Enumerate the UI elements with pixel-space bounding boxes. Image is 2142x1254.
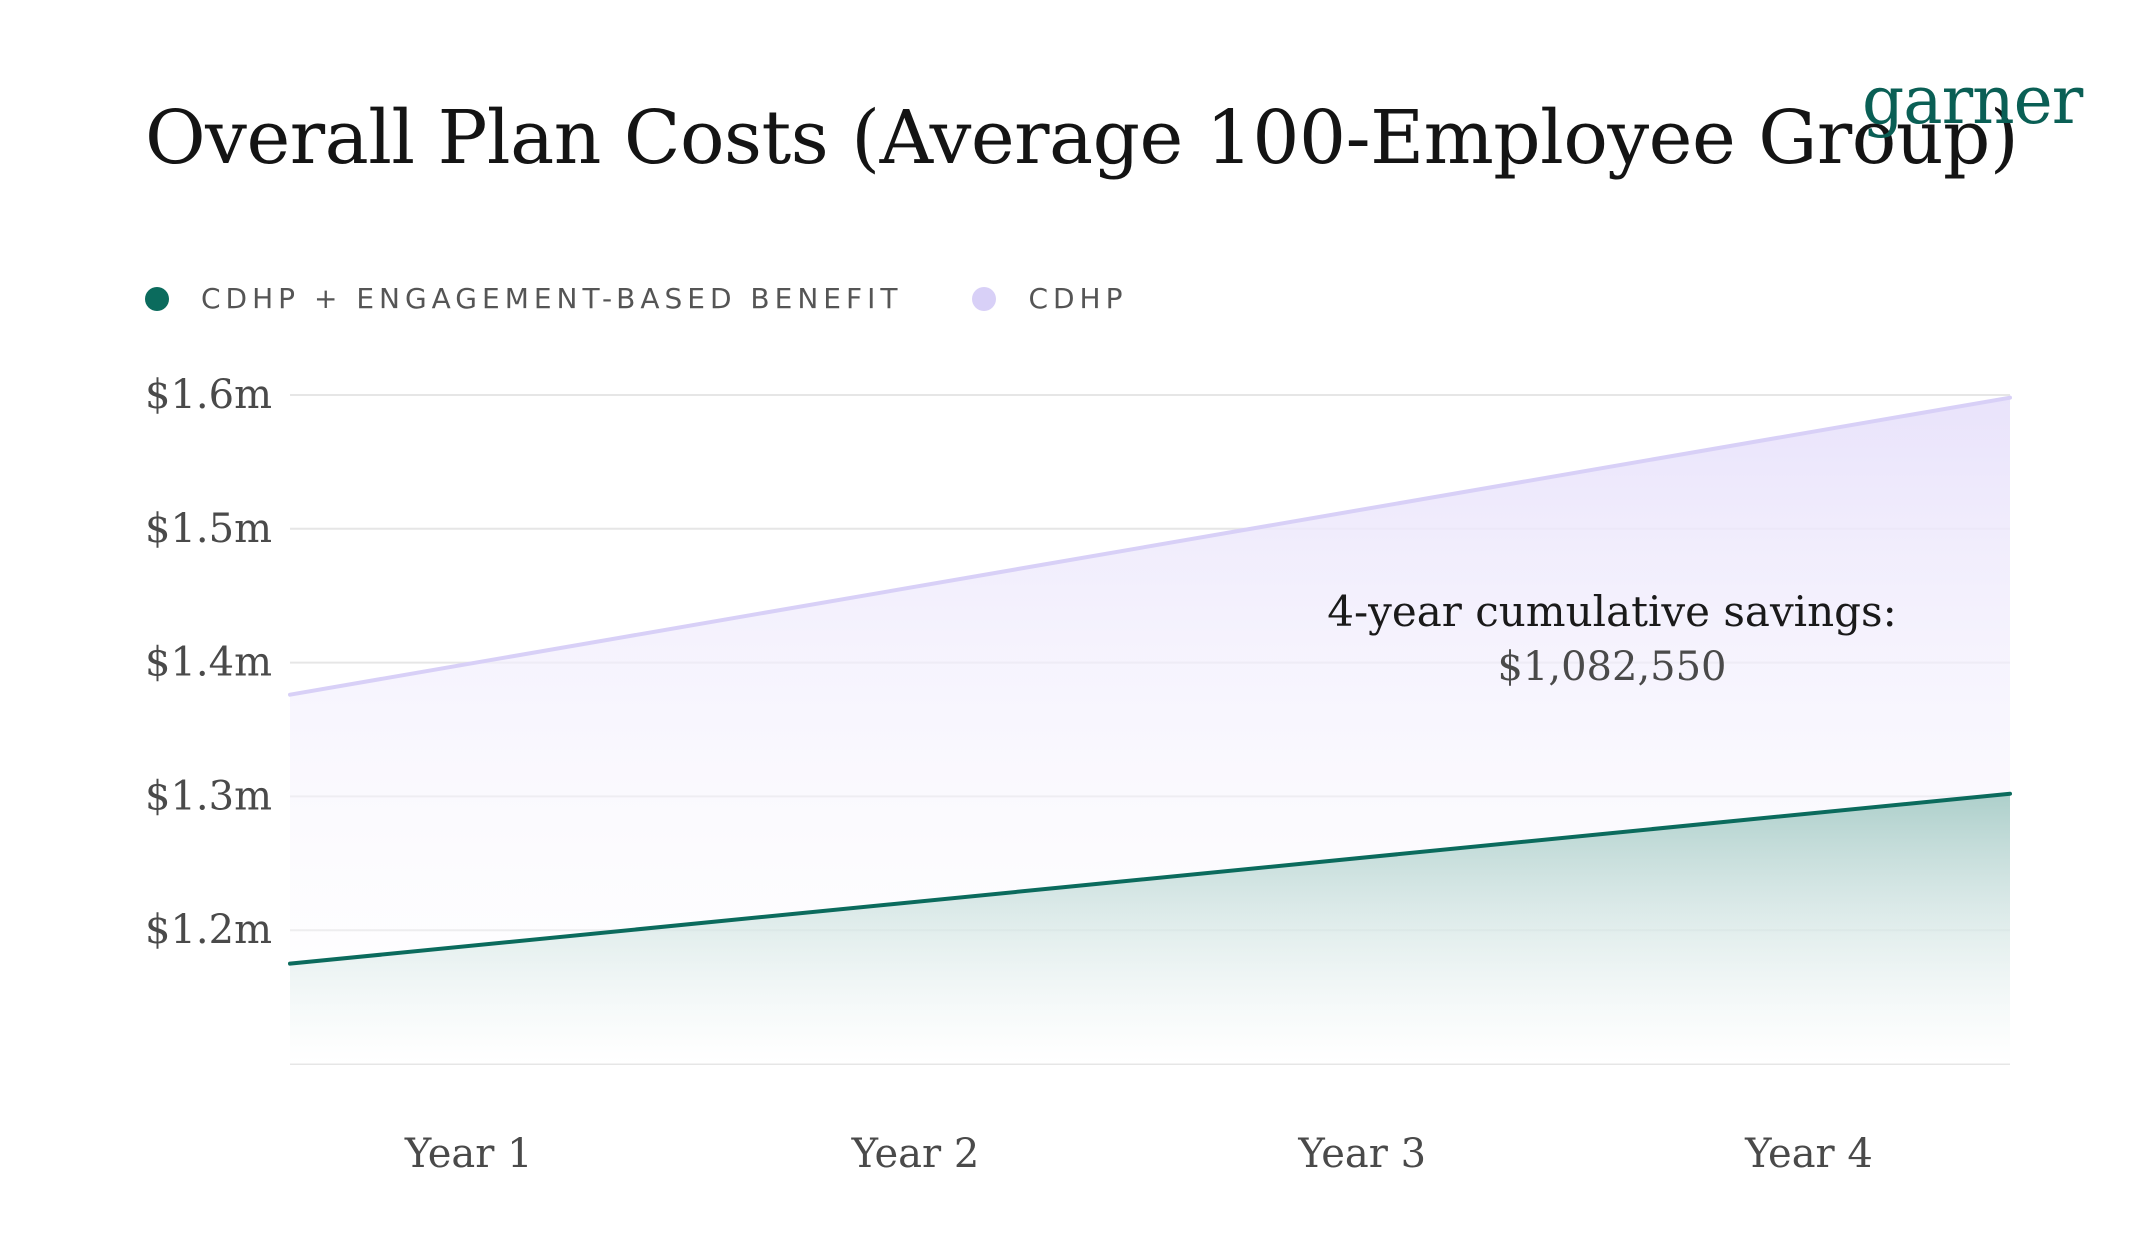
- legend-dot-engagement: [145, 286, 169, 311]
- legend-label-cdhp: CDHP: [1028, 282, 1128, 315]
- annotation-savings-value: $1,082,550: [1497, 644, 1726, 690]
- legend-dot-cdhp: [972, 286, 997, 311]
- x-tick-label: Year 4: [1744, 1131, 1873, 1177]
- legend: CDHP + ENGAGEMENT-BASED BENEFIT CDHP: [145, 282, 1198, 315]
- line-engagement: [288, 791, 2012, 966]
- area-engagement: [290, 793, 2010, 1064]
- legend-item-engagement: CDHP + ENGAGEMENT-BASED BENEFIT: [145, 282, 902, 315]
- legend-label-engagement: CDHP + ENGAGEMENT-BASED BENEFIT: [201, 282, 903, 315]
- line-cdhp: [288, 395, 2012, 697]
- y-tick-label: $1.5m: [145, 506, 272, 552]
- y-tick-label: $1.6m: [145, 372, 272, 418]
- y-tick-label: $1.4m: [145, 640, 272, 686]
- y-tick-label: $1.2m: [145, 907, 272, 953]
- legend-item-cdhp: CDHP: [972, 282, 1127, 315]
- x-tick-label: Year 2: [851, 1131, 980, 1177]
- garner-logo: garner: [1862, 62, 2083, 139]
- x-tick-label: Year 1: [404, 1131, 533, 1177]
- annotation-savings-label: 4-year cumulative savings:: [1327, 587, 1897, 636]
- x-tick-label: Year 3: [1297, 1131, 1426, 1177]
- chart-title: Overall Plan Costs (Average 100-Employee…: [145, 95, 2019, 181]
- y-tick-label: $1.3m: [145, 773, 272, 819]
